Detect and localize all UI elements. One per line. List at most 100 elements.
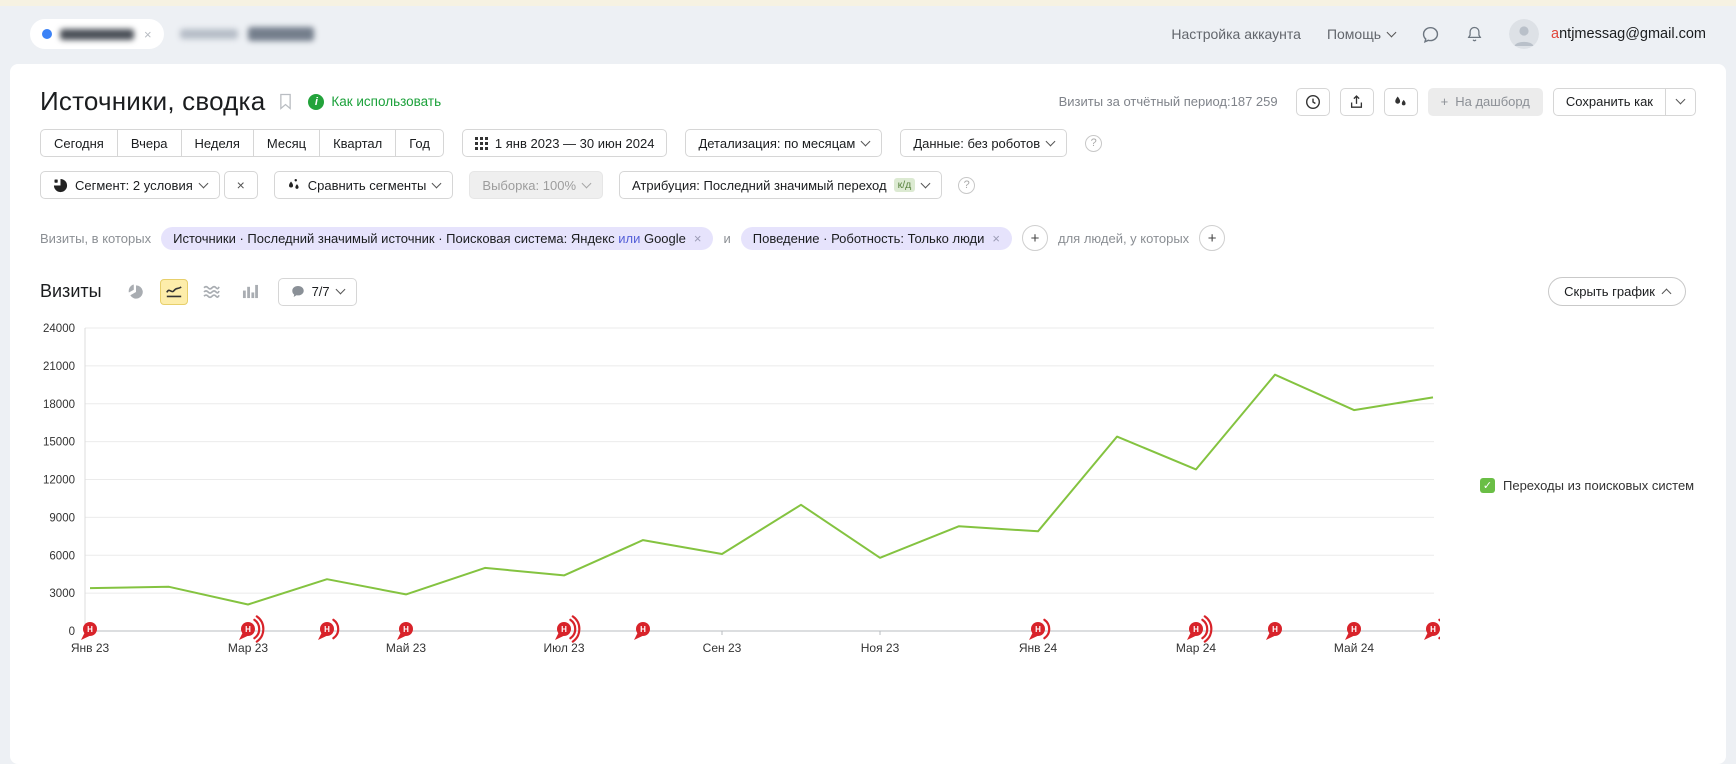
period-presets-group: Сегодня Вчера Неделя Месяц Квартал Год: [40, 129, 444, 157]
svg-text:Н: Н: [1193, 625, 1199, 634]
filter-chip-search-engines[interactable]: Источники · Последний значимый источник …: [161, 226, 714, 250]
svg-text:Мар 23: Мар 23: [228, 641, 268, 655]
visits-period-value: 187 259: [1230, 94, 1278, 109]
svg-text:Май 23: Май 23: [386, 641, 427, 655]
user-email[interactable]: antjmessag@gmail.com: [1551, 26, 1706, 42]
compare-drops-icon: [288, 179, 299, 189]
svg-text:Ноя 23: Ноя 23: [861, 641, 900, 655]
svg-text:Н: Н: [1430, 625, 1436, 634]
counter-selector[interactable]: ×: [30, 19, 164, 49]
how-to-use-link[interactable]: i Как использовать: [308, 93, 442, 110]
help-question-icon[interactable]: ?: [958, 176, 976, 194]
help-label: Помощь: [1326, 26, 1382, 42]
svg-text:Май 24: Май 24: [1334, 641, 1375, 655]
and-connector: и: [723, 230, 731, 246]
help-menu[interactable]: Помощь: [1326, 26, 1397, 42]
chart-type-line-icon[interactable]: [159, 278, 188, 305]
comments-count: 7/7: [311, 284, 330, 299]
segment-toolbar: Сегмент: 2 условия × Сравнить сегменты В…: [10, 171, 1726, 199]
chart-type-columns-icon[interactable]: [236, 279, 264, 305]
svg-text:Н: Н: [87, 625, 93, 634]
chevron-down-icon: [1045, 136, 1056, 146]
date-range-label: 1 янв 2023 — 30 июн 2024: [494, 135, 655, 151]
timeline-note-marker[interactable]: Н: [81, 622, 97, 640]
filter-chip-robots[interactable]: Поведение · Роботность: Только люди ×: [740, 226, 1012, 250]
chip-text-tail: Google: [643, 230, 686, 246]
bookmark-icon[interactable]: [279, 93, 292, 110]
sampling-dropdown[interactable]: Выборка: 100%: [469, 171, 604, 199]
period-preset-button[interactable]: Месяц: [252, 129, 320, 157]
save-as-dropdown-button[interactable]: [1666, 87, 1696, 116]
timeline-note-marker[interactable]: Н: [318, 618, 340, 640]
visits-in-which-label: Визиты, в которых: [40, 230, 152, 246]
timeline-note-marker[interactable]: Н: [1266, 622, 1282, 640]
timeline-note-marker[interactable]: Н: [634, 622, 650, 640]
add-people-condition-button[interactable]: +: [1199, 225, 1226, 251]
period-preset-button[interactable]: Неделя: [180, 129, 253, 157]
chip-text: Поведение · Роботность: Только люди: [752, 230, 985, 246]
detalization-label: Детализация: по месяцам: [698, 135, 856, 151]
timeline-note-marker[interactable]: Н: [555, 615, 581, 643]
notifications-bell-icon[interactable]: [1466, 25, 1483, 44]
segment-clear-button[interactable]: ×: [223, 171, 258, 199]
timeline-note-marker[interactable]: Н: [1424, 615, 1450, 643]
report-card: Источники, сводка i Как использовать Виз…: [10, 64, 1726, 764]
timeline-note-marker[interactable]: Н: [1187, 615, 1213, 643]
svg-text:Н: Н: [561, 625, 567, 634]
timeline-note-marker[interactable]: Н: [1345, 622, 1361, 640]
legend-checkbox[interactable]: ✓: [1480, 478, 1495, 493]
segment-label: Сегмент: 2 условия: [75, 177, 193, 193]
top-accent-strip: [0, 0, 1736, 6]
timeline-note-marker[interactable]: Н: [1029, 618, 1051, 640]
period-preset-button[interactable]: Квартал: [319, 129, 396, 157]
compare-segments-dropdown[interactable]: Сравнить сегменты: [273, 171, 454, 199]
how-to-use-label: Как использовать: [331, 94, 442, 109]
add-visit-condition-button[interactable]: +: [1022, 225, 1048, 251]
segment-dropdown[interactable]: Сегмент: 2 условия: [40, 171, 220, 199]
for-people-label: для людей, у которых: [1058, 230, 1190, 246]
help-question-icon[interactable]: ?: [1085, 134, 1103, 152]
timeline-note-marker[interactable]: Н: [397, 622, 413, 640]
comments-filter-button[interactable]: 7/7: [277, 277, 357, 306]
calendar-grid-icon: [474, 136, 488, 150]
hide-chart-button[interactable]: Скрыть график: [1548, 277, 1686, 306]
legend-label: Переходы из поисковых систем: [1503, 478, 1695, 493]
period-preset-button[interactable]: Сегодня: [40, 129, 117, 157]
svg-text:24000: 24000: [43, 323, 75, 335]
legend-item-search-engines[interactable]: ✓ Переходы из поисковых систем: [1480, 478, 1694, 493]
visits-line-chart: 0 3000 6000 9000 12000 15000 18000 21000 24000 Ян…: [20, 318, 1450, 663]
account-settings-link[interactable]: Настройка аккаунта: [1171, 26, 1301, 42]
chart-type-pie-icon[interactable]: [122, 279, 150, 305]
svg-text:0: 0: [69, 626, 75, 638]
chart-type-areas-icon[interactable]: [198, 279, 226, 305]
attribution-dropdown[interactable]: Атрибуция: Последний значимый переход к/…: [619, 171, 943, 199]
period-preset-button[interactable]: Вчера: [116, 129, 181, 157]
export-button[interactable]: [1339, 87, 1374, 116]
chip-operator: или: [618, 230, 641, 246]
info-icon: i: [308, 93, 325, 110]
remove-filter-icon[interactable]: ×: [992, 230, 1000, 246]
cross-device-badge: к/д: [893, 178, 916, 192]
svg-text:Н: Н: [245, 625, 251, 634]
detalization-dropdown[interactable]: Детализация: по месяцам: [685, 129, 883, 157]
plus-icon: +: [1440, 94, 1449, 109]
counter-name-redacted: [60, 28, 134, 40]
avatar[interactable]: [1509, 19, 1540, 49]
add-to-dashboard-button[interactable]: + На дашборд: [1427, 87, 1543, 116]
svg-text:Янв 23: Янв 23: [71, 641, 110, 655]
segments-drops-button[interactable]: [1383, 87, 1418, 116]
history-clock-button[interactable]: [1295, 87, 1330, 116]
chevron-down-icon: [431, 178, 442, 188]
chat-icon[interactable]: [1421, 25, 1440, 44]
save-as-button[interactable]: Сохранить как: [1552, 87, 1666, 116]
timeline-note-marker[interactable]: Н: [239, 615, 265, 643]
svg-text:Н: Н: [1035, 625, 1041, 634]
chevron-down-icon: [1675, 94, 1686, 105]
counter-clear-icon[interactable]: ×: [144, 26, 152, 42]
filter-chips-row: Визиты, в которых Источники · Последний …: [10, 225, 1726, 251]
data-mode-dropdown[interactable]: Данные: без роботов: [900, 129, 1068, 157]
period-preset-button[interactable]: Год: [395, 129, 444, 157]
date-range-button[interactable]: 1 янв 2023 — 30 июн 2024: [461, 129, 668, 157]
remove-filter-icon[interactable]: ×: [693, 230, 702, 246]
add-to-dashboard-label: На дашборд: [1455, 94, 1530, 109]
